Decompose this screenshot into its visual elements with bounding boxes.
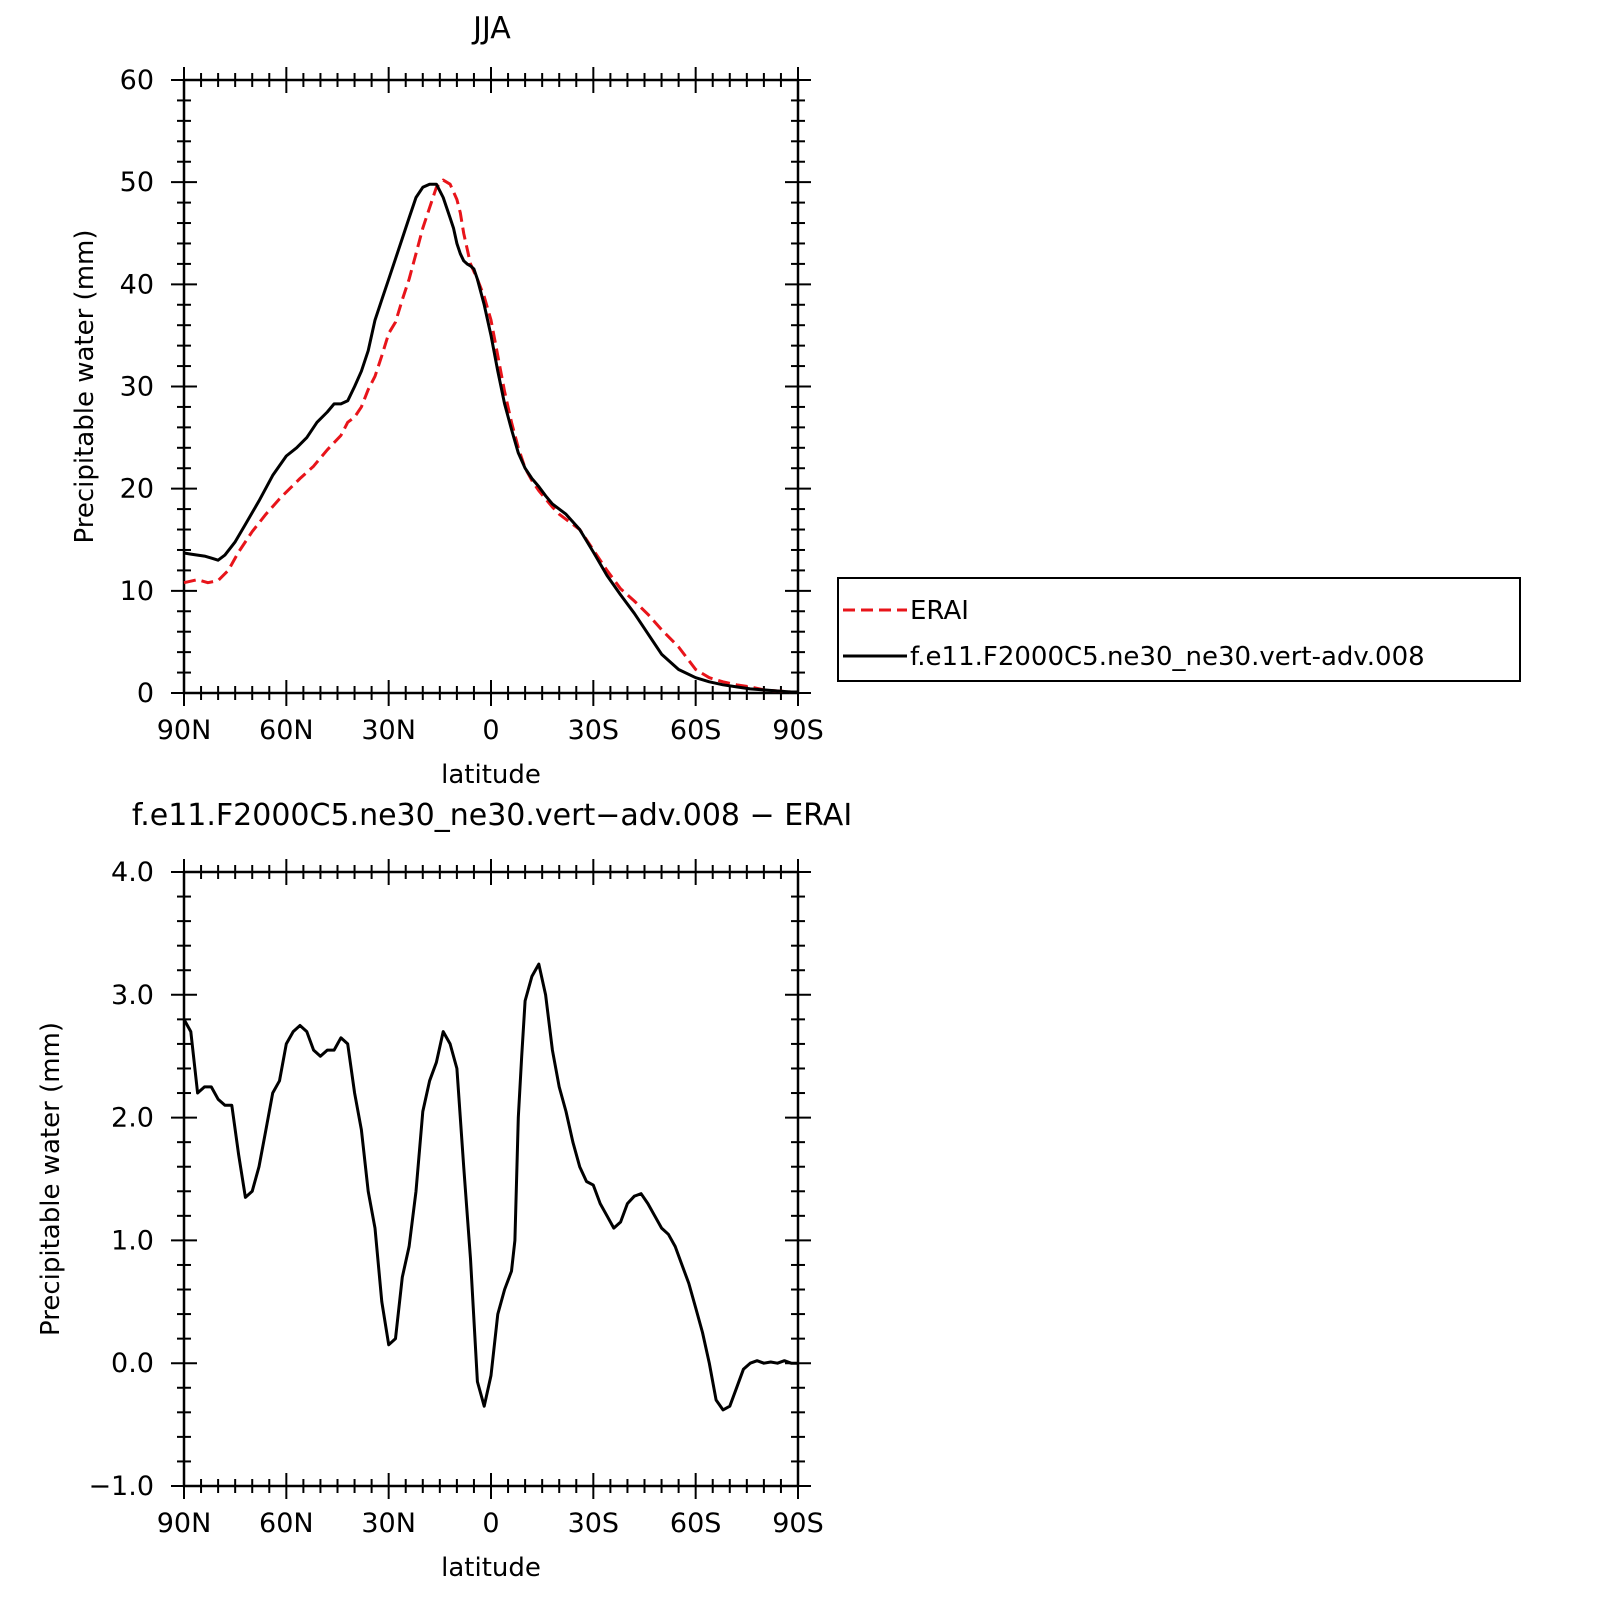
legend-label-erai: ERAI: [910, 596, 969, 626]
top-plot-frame: [182, 78, 800, 695]
top-series-line-0: [183, 178, 798, 694]
bottom-series-line-0: [182, 962, 798, 1412]
bottom-x-tick-label: 90S: [772, 1508, 824, 1539]
legend-label-model: f.e11.F2000C5.ne30_ne30.vert-adv.008: [910, 642, 1425, 672]
top-chart-panel: JJA 90N 60N 30N 0 30S 60S 90S 0 10 20 30 40 50 60 lati…: [70, 11, 824, 790]
top-x-tick-label: 0: [482, 715, 499, 746]
top-y-tick-label: 60: [120, 65, 154, 96]
bottom-chart-panel: f.e11.F2000C5.ne30_ne30.vert−adv.008 − E…: [36, 798, 852, 1583]
bottom-x-tick-label: 30S: [568, 1508, 620, 1539]
bottom-plot-frame: [182, 870, 800, 1488]
bottom-y-tick-label: 4.0: [111, 857, 154, 888]
bottom-y-tick-label: 3.0: [111, 980, 154, 1011]
bottom-y-tick-label: −1.0: [88, 1471, 154, 1502]
top-x-tick-label: 30N: [361, 715, 416, 746]
top-x-tick-label: 30S: [568, 715, 620, 746]
top-y-tick-label: 10: [120, 576, 154, 607]
top-y-axis-label: Precipitable water (mm): [70, 230, 100, 544]
top-x-tick-label: 60S: [670, 715, 722, 746]
bottom-x-tick-label: 30N: [361, 1508, 416, 1539]
bottom-y-tick-label: 0.0: [111, 1348, 154, 1379]
bottom-x-axis-label: latitude: [441, 1553, 541, 1583]
bottom-x-tick-label: 90N: [157, 1508, 212, 1539]
bottom-y-tick-label: 1.0: [111, 1225, 154, 1256]
top-y-tick-label: 20: [120, 474, 154, 505]
legend-box: [837, 577, 1521, 682]
bottom-x-tick-label: 0: [482, 1508, 499, 1539]
bottom-x-tick-label: 60S: [670, 1508, 722, 1539]
top-y-tick-label: 0: [137, 678, 154, 709]
bottom-x-tick-label: 60N: [259, 1508, 314, 1539]
top-x-axis-label: latitude: [441, 760, 541, 790]
bottom-y-tick-label: 2.0: [111, 1103, 154, 1134]
top-y-tick-label: 40: [120, 269, 154, 300]
top-chart-title: JJA: [471, 11, 511, 46]
bottom-y-axis-label: Precipitable water (mm): [36, 1022, 66, 1336]
legend: ERAI f.e11.F2000C5.ne30_ne30.vert-adv.00…: [837, 577, 1521, 682]
top-x-tick-label: 90N: [157, 715, 212, 746]
top-series-line-1: [183, 182, 798, 694]
top-y-tick-label: 30: [120, 372, 154, 403]
top-x-tick-label: 90S: [772, 715, 824, 746]
top-x-tick-label: 60N: [259, 715, 314, 746]
bottom-chart-title: f.e11.F2000C5.ne30_ne30.vert−adv.008 − E…: [132, 798, 852, 833]
top-y-tick-label: 50: [120, 167, 154, 198]
